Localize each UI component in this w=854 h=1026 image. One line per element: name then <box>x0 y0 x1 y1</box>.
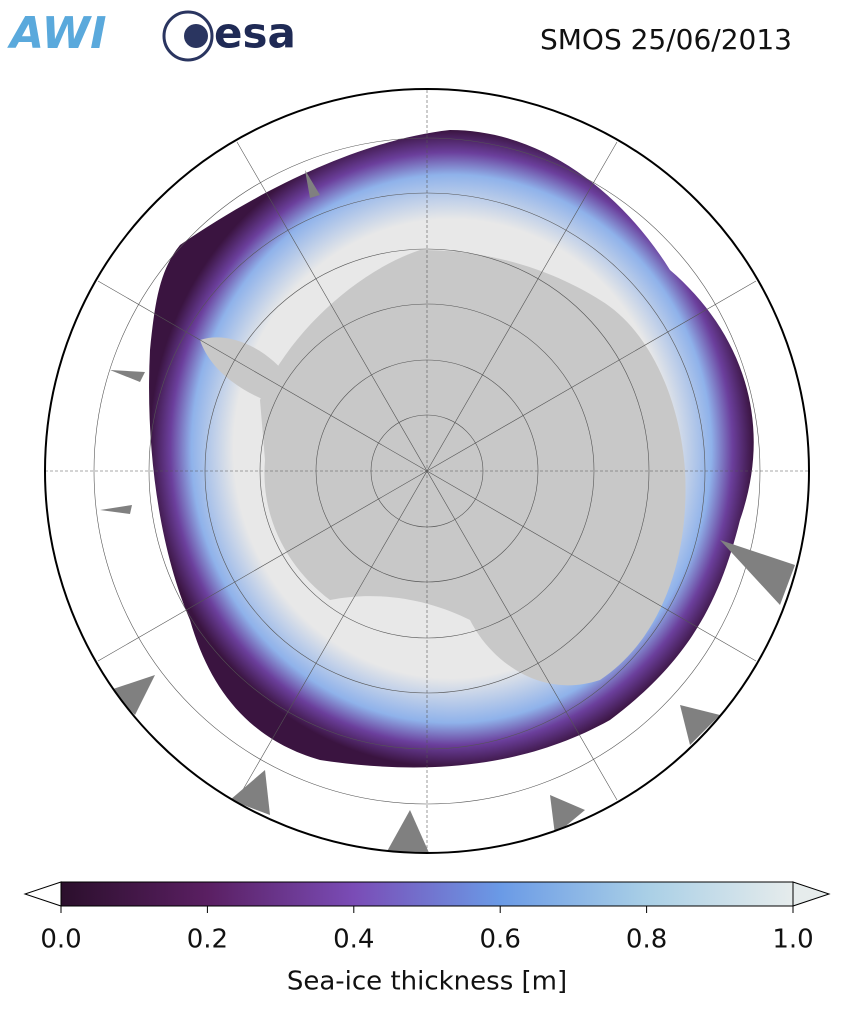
colorbar-bar <box>60 881 794 907</box>
colorbar-extend-low <box>23 881 62 907</box>
colorbar-tick-label: 0.4 <box>333 925 374 955</box>
graticule <box>45 89 809 853</box>
map-frame <box>44 88 810 854</box>
icebergs <box>100 170 795 853</box>
colorbar-extend-high <box>792 881 831 907</box>
colorbar <box>23 881 831 907</box>
colorbar-tick-label: 1.0 <box>772 925 813 955</box>
map <box>45 89 809 853</box>
colorbar-tick-label: 0.2 <box>187 925 228 955</box>
colorbar-label: Sea-ice thickness [m] <box>287 967 567 997</box>
map-title: SMOS 25/06/2013 <box>540 23 792 56</box>
esa-logo: esa <box>214 9 296 58</box>
colorbar-tick-label: 0.8 <box>626 925 667 955</box>
colorbar-tick-label: 0.0 <box>40 925 81 955</box>
esa-logo-mark <box>184 24 208 48</box>
colorbar-tick-label: 0.6 <box>480 925 521 955</box>
awi-logo: AWI <box>7 8 107 59</box>
